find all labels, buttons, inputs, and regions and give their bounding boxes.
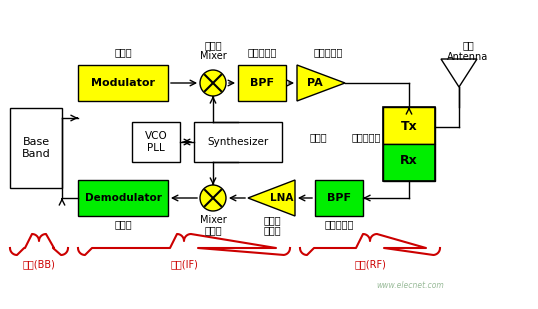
Bar (78, 180, 168, 216)
Text: Demodulator: Demodulator (84, 193, 161, 203)
Text: Rx: Rx (400, 154, 418, 167)
Text: 合成器: 合成器 (309, 132, 327, 142)
Text: BPF: BPF (250, 78, 274, 88)
Text: Synthesizer: Synthesizer (207, 137, 268, 147)
Text: VCO
PLL: VCO PLL (145, 131, 167, 153)
Text: Antenna: Antenna (448, 52, 489, 62)
Text: 中頻(IF): 中頻(IF) (170, 259, 198, 269)
Text: 混頻器: 混頻器 (204, 225, 222, 235)
Text: Modulator: Modulator (91, 78, 155, 88)
Polygon shape (297, 65, 345, 101)
Text: www.elecnet.com: www.elecnet.com (376, 281, 444, 290)
Text: 帶通濾波器: 帶通濾波器 (247, 47, 277, 57)
Text: 放大器: 放大器 (263, 225, 281, 235)
Bar (383, 107, 435, 144)
Text: Mixer: Mixer (200, 51, 226, 61)
Circle shape (200, 185, 226, 211)
Bar (238, 65, 286, 101)
Bar (383, 144, 435, 181)
Text: 射頻(RF): 射頻(RF) (354, 259, 386, 269)
Text: LNA: LNA (270, 193, 294, 203)
Text: Tx: Tx (401, 121, 417, 133)
Text: 功率放大器: 功率放大器 (313, 47, 343, 57)
Text: 低雜訊: 低雜訊 (263, 215, 281, 225)
Bar (132, 122, 180, 162)
Text: 調變器: 調變器 (114, 47, 132, 57)
Text: BPF: BPF (327, 193, 351, 203)
Bar (10, 108, 62, 188)
Text: Base
Band: Base Band (22, 137, 51, 159)
Bar (78, 65, 168, 101)
Text: Mixer: Mixer (200, 215, 226, 225)
Polygon shape (248, 180, 295, 216)
Text: PA: PA (307, 78, 323, 88)
Text: 傳送接收器: 傳送接收器 (351, 132, 381, 142)
Circle shape (200, 70, 226, 96)
Text: 解調器: 解調器 (114, 219, 132, 229)
Text: 天線: 天線 (462, 40, 474, 50)
Polygon shape (441, 59, 477, 87)
Bar (194, 122, 282, 162)
Bar (315, 180, 363, 216)
Bar (383, 107, 435, 181)
Text: 基頻(BB): 基頻(BB) (23, 259, 55, 269)
Text: 帶通濾波器: 帶通濾波器 (324, 219, 353, 229)
Text: 混頻器: 混頻器 (204, 40, 222, 50)
